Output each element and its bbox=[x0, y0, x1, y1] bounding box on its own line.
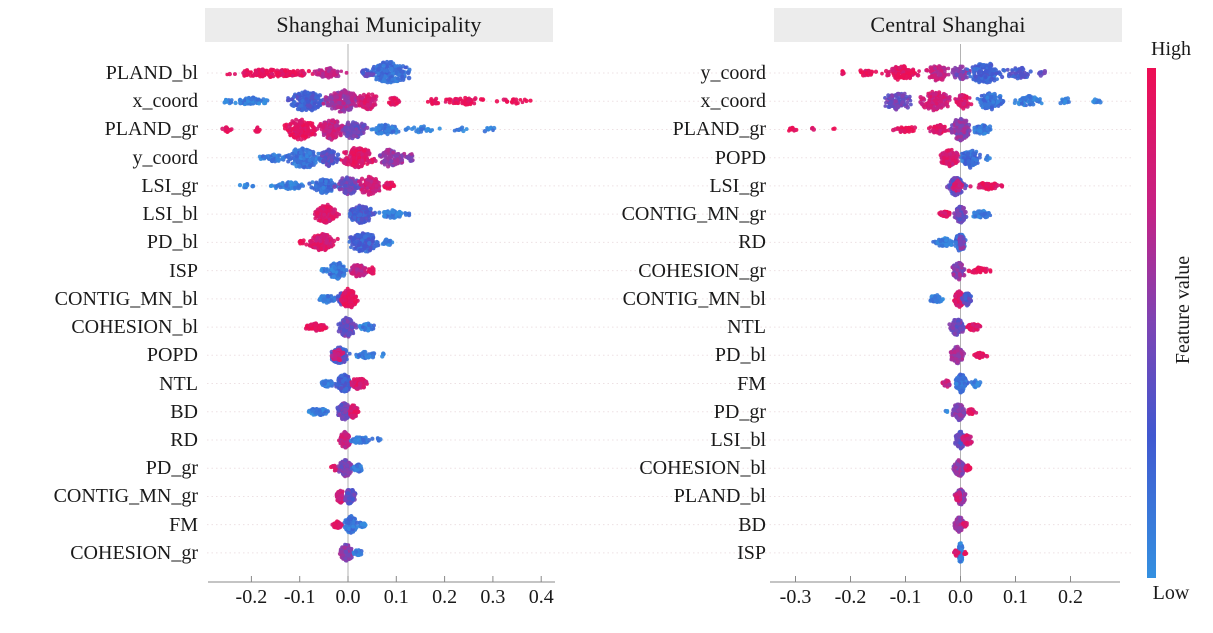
feature-label: ISP bbox=[169, 259, 198, 282]
feature-label: FM bbox=[169, 513, 198, 536]
x-tick-label: 0.2 bbox=[432, 586, 458, 608]
x-tick-label: -0.3 bbox=[779, 586, 812, 608]
feature-label: RD bbox=[170, 428, 198, 451]
feature-label: CONTIG_MN_gr bbox=[53, 485, 198, 508]
feature-label: CONTIG_MN_gr bbox=[621, 203, 766, 226]
feature-label: RD bbox=[738, 231, 766, 254]
x-tick-label: 0.1 bbox=[383, 586, 409, 608]
feature-label: COHESION_gr bbox=[638, 259, 766, 282]
feature-label: PD_bl bbox=[714, 344, 766, 367]
x-tick-label: 0.2 bbox=[1058, 586, 1083, 608]
feature-label: y_coord bbox=[700, 62, 766, 84]
feature-label: x_coord bbox=[132, 90, 198, 113]
feature-label: PD_gr bbox=[145, 457, 198, 480]
x-tick-label: -0.1 bbox=[889, 586, 922, 608]
colorbar-high-label: High bbox=[1151, 38, 1191, 60]
colorbar-axis-label: Feature value bbox=[1172, 255, 1194, 365]
panel-title-left: Shanghai Municipality bbox=[205, 8, 553, 42]
feature-label: CONTIG_MN_bl bbox=[622, 287, 766, 310]
feature-label: BD bbox=[738, 513, 766, 536]
feature-label: COHESION_gr bbox=[70, 541, 198, 564]
feature-label: COHESION_bl bbox=[71, 316, 198, 339]
feature-label: y_coord bbox=[132, 146, 198, 169]
feature-label: PD_gr bbox=[713, 400, 766, 423]
feature-label: BD bbox=[170, 400, 198, 423]
feature-label: COHESION_bl bbox=[639, 457, 766, 480]
x-tick-label: -0.1 bbox=[283, 586, 316, 608]
x-tick-label: 0.4 bbox=[528, 586, 554, 608]
feature-label: NTL bbox=[727, 316, 766, 339]
x-tick-label: 0.0 bbox=[948, 586, 973, 608]
x-tick-label: 0.1 bbox=[1003, 586, 1028, 608]
feature-label: PLAND_gr bbox=[104, 118, 198, 141]
feature-label: PLAND_bl bbox=[105, 62, 198, 84]
feature-label: x_coord bbox=[700, 90, 766, 113]
x-tick-label: -0.2 bbox=[235, 586, 268, 608]
x-tick-label: 0.0 bbox=[335, 586, 361, 608]
feature-label: LSI_bl bbox=[710, 428, 766, 451]
feature-label: LSI_gr bbox=[709, 174, 766, 197]
feature-label: PLAND_bl bbox=[673, 485, 766, 508]
feature-label: LSI_bl bbox=[142, 203, 198, 226]
feature-label: PD_bl bbox=[146, 231, 198, 254]
colorbar-gradient bbox=[1147, 68, 1156, 578]
feature-label: PLAND_gr bbox=[672, 118, 766, 141]
feature-label: FM bbox=[737, 372, 766, 395]
feature-label: ISP bbox=[737, 541, 766, 564]
feature-label: POPD bbox=[146, 344, 198, 367]
x-tick-label: -0.2 bbox=[834, 586, 867, 608]
feature-label: NTL bbox=[159, 372, 198, 395]
x-tick-label: 0.3 bbox=[480, 586, 506, 608]
feature-label: LSI_gr bbox=[141, 174, 198, 197]
colorbar-low-label: Low bbox=[1152, 582, 1190, 604]
feature-label: CONTIG_MN_bl bbox=[54, 287, 198, 310]
feature-label: POPD bbox=[714, 146, 766, 169]
panel-title-right: Central Shanghai bbox=[774, 8, 1122, 42]
